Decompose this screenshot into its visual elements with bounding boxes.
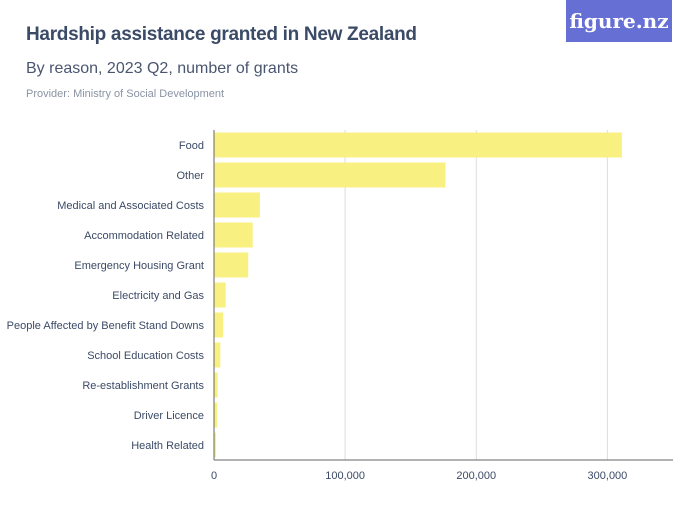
category-label: Medical and Associated Costs (57, 200, 204, 212)
provider-label: Provider: Ministry of Social Development (26, 88, 225, 100)
x-tick-label: 100,000 (325, 470, 365, 482)
bar (214, 162, 446, 188)
bar (214, 282, 226, 308)
bar (214, 342, 221, 368)
category-label: School Education Costs (87, 350, 204, 362)
x-tick-label: 0 (211, 470, 217, 482)
category-label: Emergency Housing Grant (74, 260, 204, 272)
category-label: Health Related (131, 440, 204, 452)
bar (214, 312, 224, 338)
category-label: Electricity and Gas (112, 290, 204, 302)
category-label: People Affected by Benefit Stand Downs (7, 320, 205, 332)
bar (214, 132, 622, 158)
category-label: Re-establishment Grants (82, 380, 204, 392)
bar (214, 252, 249, 278)
bar (214, 192, 260, 218)
chart-title: Hardship assistance granted in New Zeala… (26, 24, 417, 45)
x-tick-label: 300,000 (588, 470, 628, 482)
bar (214, 372, 218, 398)
category-label: Accommodation Related (84, 230, 204, 242)
chart-subtitle: By reason, 2023 Q2, number of grants (26, 60, 299, 77)
x-tick-label: 200,000 (456, 470, 496, 482)
bar (214, 432, 216, 458)
category-label: Driver Licence (134, 410, 204, 422)
figure-nz-logo[interactable]: figure.nz (566, 0, 672, 42)
category-label: Other (176, 170, 204, 182)
bar (214, 402, 218, 428)
bar (214, 222, 253, 248)
category-label: Food (179, 140, 204, 152)
